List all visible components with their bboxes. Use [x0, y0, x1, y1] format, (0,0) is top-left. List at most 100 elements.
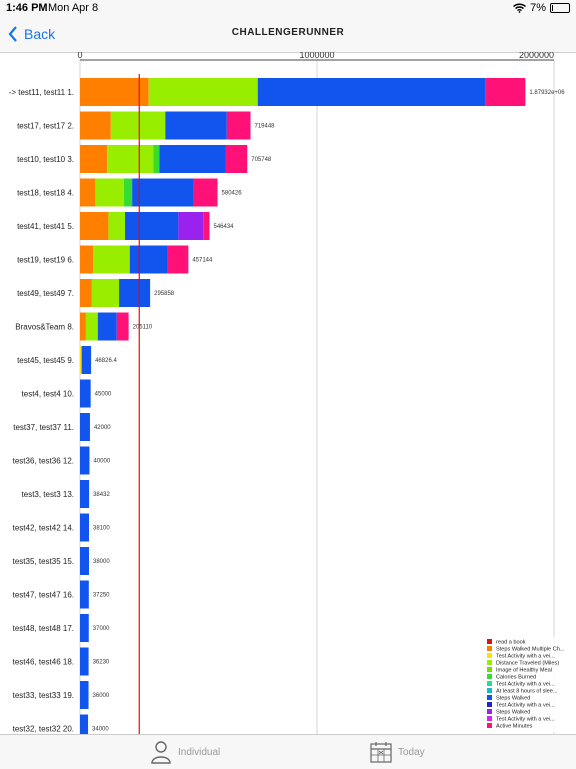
total-label: 546434: [214, 224, 235, 230]
total-label: 40000: [93, 459, 110, 465]
status-bar: 1:46 PM Mon Apr 8 7%: [0, 0, 576, 18]
total-label: 36000: [93, 693, 110, 699]
bar-segment: [80, 614, 89, 642]
category-label: test37, test37 11.: [13, 423, 74, 432]
category-label: test42, test42 14.: [13, 524, 74, 533]
category-label: test18, test18 4.: [17, 189, 74, 198]
bar-segment: [178, 212, 204, 240]
status-date: Mon Apr 8: [48, 2, 99, 14]
bar-segment: [95, 178, 124, 207]
bar-segment: [80, 547, 90, 575]
tab-individual-label: Individual: [178, 746, 221, 758]
bar-segment: [119, 279, 151, 307]
category-label: test10, test10 3.: [17, 155, 74, 164]
category-label: test46, test46 18.: [13, 658, 74, 667]
category-label: test47, test47 16.: [13, 591, 74, 600]
legend-swatch: [487, 667, 492, 672]
legend-entry: Steps Walked: [496, 696, 530, 702]
bar-segment: [97, 312, 117, 341]
bar-segment: [80, 312, 86, 341]
category-label: test3, test3 13.: [22, 490, 74, 499]
category-label: test32, test32 20.: [13, 725, 74, 734]
legend-swatch: [487, 660, 492, 665]
bar-segment: [80, 111, 111, 140]
legend-entry: Steps Walked Multiple Ch...: [496, 647, 565, 653]
status-time: 1:46 PM: [6, 2, 48, 14]
category-label: test48, test48 17.: [13, 624, 74, 633]
legend-swatch: [487, 639, 492, 644]
bar-segment: [129, 245, 168, 274]
navigation-bar: Back CHALLENGERUNNER: [0, 18, 576, 53]
bar-segment: [85, 312, 98, 341]
bar-segment: [485, 78, 526, 106]
bar-segment: [80, 379, 91, 408]
legend-entry: Test Activity with a vei...: [496, 682, 555, 688]
bar-segment: [148, 78, 258, 106]
bar-segment: [116, 312, 129, 341]
total-label: 38432: [93, 492, 110, 498]
bar-segment: [203, 212, 210, 240]
bar-segment: [159, 145, 226, 173]
total-label: 205110: [133, 325, 153, 331]
bar-segment: [93, 245, 130, 274]
bar-segment: [80, 178, 96, 207]
x-tick-label: 1000000: [299, 52, 334, 60]
bar-segment: [167, 245, 189, 274]
legend-swatch: [487, 653, 492, 658]
bar-segment: [125, 212, 179, 240]
legend-swatch: [487, 688, 492, 693]
legend-swatch: [487, 681, 492, 686]
total-label: 36230: [93, 660, 110, 666]
legend-background: [484, 637, 572, 732]
bar-segment: [80, 413, 90, 441]
legend-entry: Calories Burned: [496, 675, 536, 681]
x-tick-label: 2000000: [519, 52, 554, 60]
tab-individual[interactable]: Individual: [150, 735, 220, 769]
category-label: test35, test35 15.: [13, 557, 74, 566]
total-label: 705748: [251, 157, 272, 163]
legend-entry: read a book: [496, 640, 526, 646]
total-label: 719448: [255, 124, 276, 130]
legend-entry: Distance Traveled (Miles): [496, 661, 559, 667]
legend-entry: Image of Healthy Meal: [496, 668, 552, 674]
category-label: test19, test19 6.: [17, 256, 74, 265]
legend-swatch: [487, 716, 492, 721]
back-label: Back: [24, 26, 56, 42]
total-label: 1.87932e+06: [529, 90, 565, 96]
tab-bar: Individual Today: [0, 734, 576, 769]
bar-segment: [91, 279, 120, 307]
bar-segment: [80, 78, 149, 106]
legend-entry: Steps Walked: [496, 710, 530, 716]
category-label: test36, test36 12.: [13, 457, 74, 466]
legend-entry: At least 8 hours of slee...: [496, 689, 558, 695]
total-label: 46826.4: [95, 358, 117, 364]
total-label: 34000: [92, 727, 109, 733]
legend-swatch: [487, 723, 492, 728]
bar-segment: [193, 178, 218, 207]
legend-swatch: [487, 646, 492, 651]
legend-entry: Test Activity with a vei...: [496, 717, 555, 723]
total-label: 295858: [154, 291, 175, 297]
legend-entry: Active Minutes: [496, 724, 533, 730]
bar-segment: [80, 212, 109, 240]
category-label: test17, test17 2.: [17, 122, 74, 131]
status-right: 7%: [513, 2, 570, 14]
bar-segment: [107, 145, 154, 173]
legend-swatch: [487, 695, 492, 700]
category-label: test4, test4 10.: [22, 390, 74, 399]
tab-today-label: Today: [398, 746, 425, 758]
chevron-left-icon: [8, 26, 17, 42]
bar-segment: [80, 446, 90, 475]
bar-segment: [80, 245, 94, 274]
legend-swatch: [487, 709, 492, 714]
legend-swatch: [487, 702, 492, 707]
category-label: Bravos&Team 8.: [15, 323, 74, 332]
bar-segment: [153, 145, 160, 173]
battery-percent: 7%: [530, 2, 546, 14]
total-label: 42000: [94, 425, 111, 431]
tab-today[interactable]: Today: [370, 735, 425, 769]
bar-segment: [132, 178, 194, 207]
total-label: 38100: [93, 526, 110, 532]
category-label: test45, test45 9.: [17, 356, 74, 365]
back-button[interactable]: Back: [8, 23, 55, 45]
